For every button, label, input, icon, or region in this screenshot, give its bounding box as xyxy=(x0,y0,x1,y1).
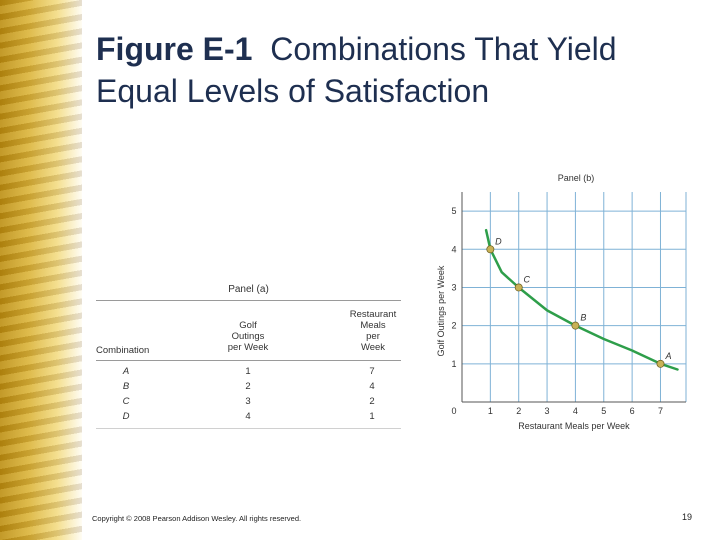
decorative-left-band xyxy=(0,0,82,540)
row-a-combination: A xyxy=(122,366,130,377)
band-texture xyxy=(0,0,82,540)
origin-label: 0 xyxy=(451,406,456,416)
row-a-meals: 7 xyxy=(369,366,375,377)
data-point-a xyxy=(656,359,665,368)
data-point-c xyxy=(514,283,523,292)
row-c-combination: C xyxy=(122,396,130,407)
row-c-golf: 3 xyxy=(245,396,251,407)
row-b-meals: 4 xyxy=(369,381,375,392)
table-top-rule xyxy=(96,300,401,301)
point-label-a: A xyxy=(664,351,671,361)
data-point-b xyxy=(571,321,580,330)
x-tick-label: 4 xyxy=(573,406,578,416)
header-meals-line: Week xyxy=(360,342,386,353)
table-bottom-rule xyxy=(96,428,401,429)
row-d-golf: 4 xyxy=(245,411,251,422)
x-tick-label: 6 xyxy=(630,406,635,416)
header-golf-line: Golf xyxy=(239,320,257,331)
x-tick-label: 5 xyxy=(601,406,606,416)
header-combination: Combination xyxy=(96,345,150,356)
header-meals-line: Meals xyxy=(360,320,386,331)
chart-title: Panel (b) xyxy=(558,173,595,183)
data-point-d xyxy=(486,245,495,254)
x-tick-label: 7 xyxy=(658,406,663,416)
y-axis-label: Golf Outings per Week xyxy=(436,265,446,356)
x-tick-label: 3 xyxy=(545,406,550,416)
x-tick-label: 2 xyxy=(516,406,521,416)
copyright-notice: Copyright © 2008 Pearson Addison Wesley.… xyxy=(92,514,302,523)
y-tick-label: 4 xyxy=(451,244,456,254)
header-meals-line: per xyxy=(366,331,380,342)
page-number: 19 xyxy=(681,512,692,522)
row-b-golf: 2 xyxy=(245,381,251,392)
point-label-b: B xyxy=(580,313,586,323)
header-meals: Restaurant Meals per Week xyxy=(340,309,406,353)
row-d-meals: 1 xyxy=(369,411,375,422)
x-tick-label: 1 xyxy=(488,406,493,416)
y-tick-label: 1 xyxy=(451,359,456,369)
title-text-line1: Combinations That Yield xyxy=(270,31,617,67)
row-c-meals: 2 xyxy=(369,396,375,407)
indifference-curve xyxy=(484,228,679,371)
point-label-d: D xyxy=(495,236,502,246)
y-tick-label: 5 xyxy=(451,206,456,216)
header-golf: Golf Outings per Week xyxy=(218,320,278,353)
row-d-combination: D xyxy=(122,411,130,422)
header-golf-line: Outings xyxy=(231,331,265,342)
y-tick-label: 3 xyxy=(451,282,456,292)
header-meals-line: Restaurant xyxy=(349,309,397,320)
slide-title: Figure E-1 Combinations That Yield Equal… xyxy=(96,28,706,112)
y-tick-label: 2 xyxy=(451,321,456,331)
header-golf-line: per Week xyxy=(227,342,269,353)
title-figure-number: Figure E-1 xyxy=(96,31,253,67)
table-header-rule xyxy=(96,360,401,361)
x-axis-label: Restaurant Meals per Week xyxy=(518,421,630,431)
panel-a-label: Panel (a) xyxy=(228,284,269,295)
title-text-line2: Equal Levels of Satisfaction xyxy=(96,73,490,109)
row-b-combination: B xyxy=(122,381,130,392)
point-label-c: C xyxy=(523,274,530,284)
row-a-golf: 1 xyxy=(245,366,251,377)
